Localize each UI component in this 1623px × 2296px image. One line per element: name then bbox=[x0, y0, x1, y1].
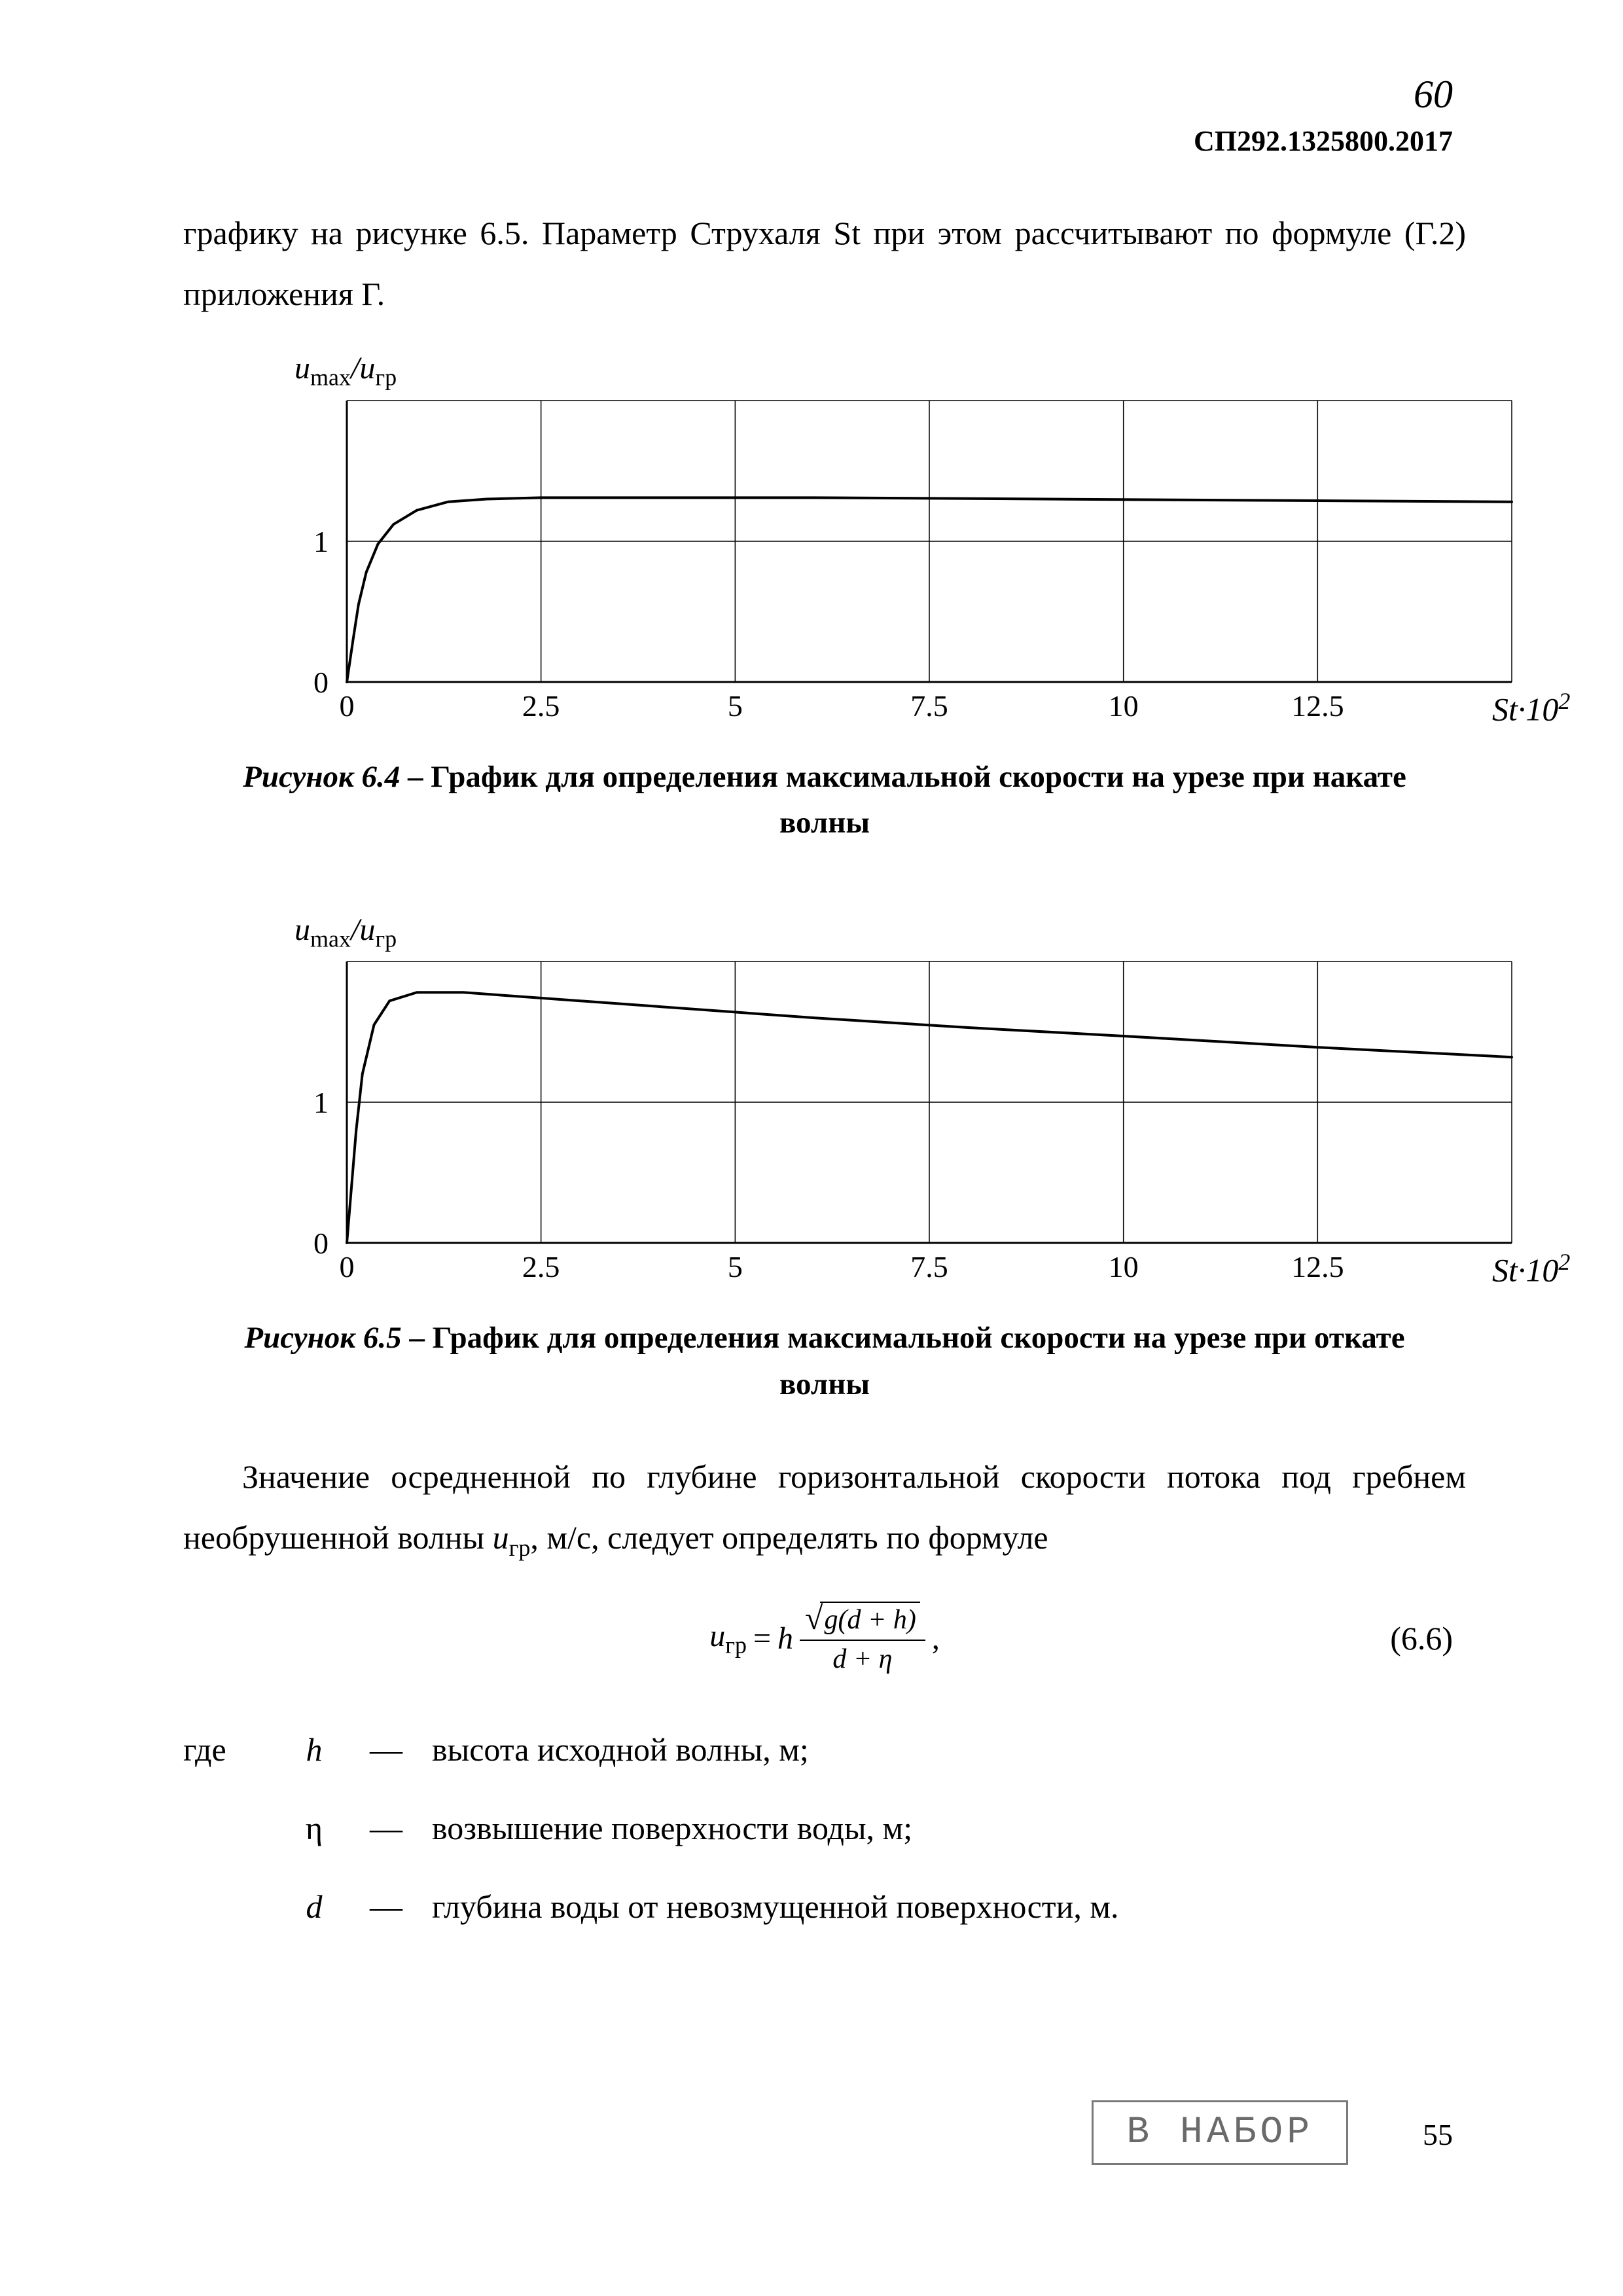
paragraph-1: графику на рисунке 6.5. Параметр Струхал… bbox=[183, 203, 1466, 324]
formula-6-6: uгр = h √ g(d + h) d + η , (6.6) bbox=[183, 1589, 1466, 1687]
figure-64-caption: Рисунок 6.4 – График для определения мак… bbox=[223, 754, 1427, 846]
chart-65-y-axis-label: umax/uгр bbox=[294, 912, 1466, 953]
svg-text:10: 10 bbox=[1109, 1250, 1139, 1283]
chart-65: 02.557.51012.501 St·102 bbox=[294, 955, 1466, 1289]
definition-row: d — глубина воды от невозмущенной поверх… bbox=[183, 1871, 1466, 1943]
definition-row: η — возвышение поверхности воды, м; bbox=[183, 1792, 1466, 1864]
svg-text:7.5: 7.5 bbox=[910, 1250, 948, 1283]
definition-text: высота исходной волны, м; bbox=[432, 1713, 809, 1785]
figure-64-text: – График для определения максимальной ск… bbox=[400, 760, 1406, 840]
svg-text:1: 1 bbox=[313, 525, 329, 558]
svg-text:5: 5 bbox=[728, 1250, 743, 1283]
svg-text:2.5: 2.5 bbox=[522, 1250, 560, 1283]
svg-text:5: 5 bbox=[728, 689, 743, 723]
page-number: 55 bbox=[1423, 2117, 1453, 2152]
definition-row: где h — высота исходной волны, м; bbox=[183, 1713, 1466, 1785]
figure-65-text: – График для определения максимальной ск… bbox=[402, 1321, 1405, 1401]
definition-symbol: d bbox=[288, 1871, 340, 1943]
definition-dash: — bbox=[366, 1871, 406, 1943]
definitions-list: где h — высота исходной волны, м; η — во… bbox=[183, 1713, 1466, 1943]
formula-radicand: g(d + h) bbox=[820, 1602, 919, 1636]
svg-text:0: 0 bbox=[340, 1250, 355, 1283]
formula-fraction: √ g(d + h) d + η bbox=[800, 1602, 925, 1675]
svg-text:10: 10 bbox=[1109, 689, 1139, 723]
stamp-box: В НАБОР bbox=[1092, 2100, 1348, 2165]
formula-number: (6.6) bbox=[1390, 1619, 1453, 1657]
svg-text:12.5: 12.5 bbox=[1291, 1250, 1344, 1283]
chart-64-svg: 0 2.5 5 7.5 10 12.5 0 1 bbox=[294, 394, 1518, 728]
document-code: СП292.1325800.2017 bbox=[1194, 124, 1453, 158]
chart-65-svg: 0 2.5 5 7.5 10 12.5 0 1 bbox=[294, 955, 1518, 1289]
formula-lhs-sub: гр bbox=[725, 1632, 747, 1659]
handwritten-page-number: 60 bbox=[1414, 72, 1453, 117]
chart-65-x-axis-label: St·102 bbox=[1492, 1248, 1570, 1289]
formula-eq-sign: = bbox=[753, 1621, 771, 1657]
definition-text: глубина воды от невозмущенной поверхност… bbox=[432, 1871, 1119, 1943]
chart-64-y-axis-label: umax/uгр bbox=[294, 350, 1466, 391]
figure-65-label: Рисунок 6.5 bbox=[244, 1321, 401, 1355]
svg-text:0: 0 bbox=[340, 689, 355, 723]
definition-dash: — bbox=[366, 1792, 406, 1864]
chart-64: 02.557.51012.501 St·102 bbox=[294, 394, 1466, 728]
formula-lhs: u bbox=[709, 1619, 725, 1653]
formula-denominator: d + η bbox=[832, 1641, 892, 1675]
svg-text:12.5: 12.5 bbox=[1291, 689, 1344, 723]
paragraph-2: Значение осредненной по глубине горизонт… bbox=[183, 1446, 1466, 1570]
formula-coeff: h bbox=[777, 1621, 793, 1657]
definition-dash: — bbox=[366, 1713, 406, 1785]
figure-65-caption: Рисунок 6.5 – График для определения мак… bbox=[223, 1315, 1427, 1407]
definition-symbol: η bbox=[288, 1792, 340, 1864]
chart-64-x-axis-label: St·102 bbox=[1492, 687, 1570, 728]
svg-text:0: 0 bbox=[313, 666, 329, 699]
formula-sqrt: √ g(d + h) bbox=[805, 1602, 920, 1636]
page: 60 СП292.1325800.2017 графику на рисунке… bbox=[0, 0, 1623, 2296]
definition-symbol: h bbox=[288, 1713, 340, 1785]
definition-text: возвышение поверхности воды, м; bbox=[432, 1792, 912, 1864]
definitions-where: где bbox=[183, 1713, 262, 1785]
svg-text:7.5: 7.5 bbox=[910, 689, 948, 723]
figure-64-label: Рисунок 6.4 bbox=[243, 760, 400, 794]
svg-text:1: 1 bbox=[313, 1086, 329, 1119]
svg-text:0: 0 bbox=[313, 1227, 329, 1260]
svg-text:2.5: 2.5 bbox=[522, 689, 560, 723]
